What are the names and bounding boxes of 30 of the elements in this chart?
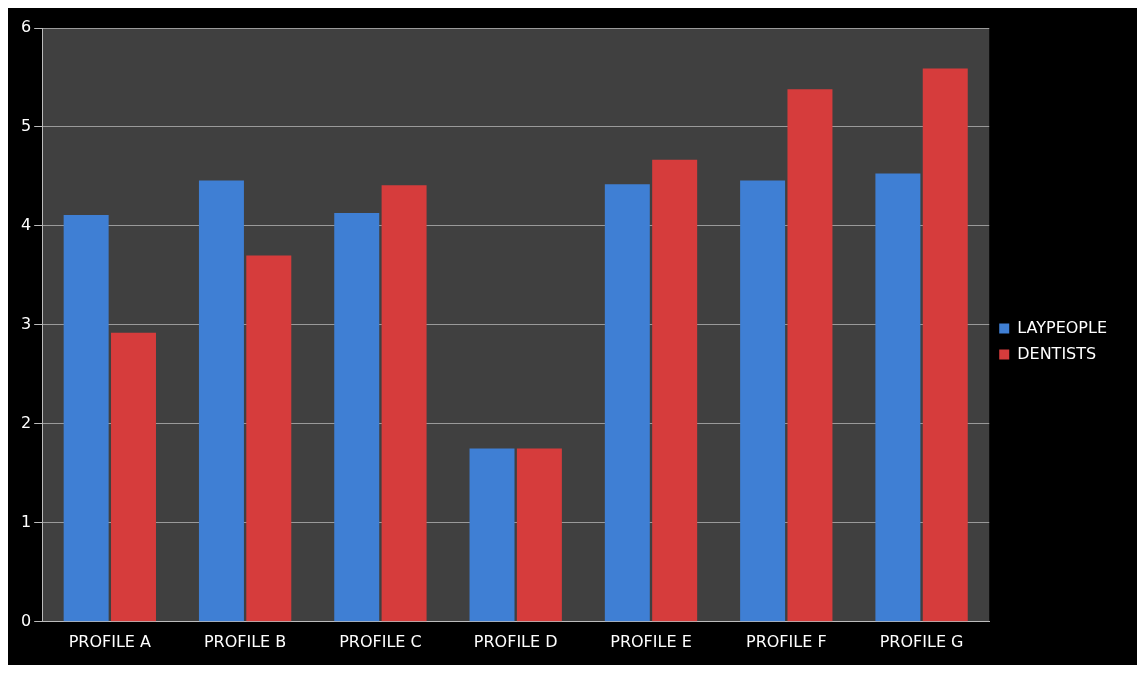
bar bbox=[922, 68, 968, 622]
bar bbox=[469, 448, 515, 622]
bar bbox=[246, 255, 292, 622]
y-tick-label: 5 bbox=[20, 116, 32, 136]
x-tick-label: PROFILE G bbox=[879, 631, 964, 651]
bar bbox=[198, 180, 244, 622]
y-tick-label: 3 bbox=[20, 314, 32, 334]
legend-label: DENTISTS bbox=[1017, 343, 1097, 363]
y-tick-label: 2 bbox=[20, 413, 32, 433]
y-tick-label: 1 bbox=[20, 511, 32, 531]
bar bbox=[740, 180, 786, 622]
bar bbox=[787, 89, 833, 622]
y-tick-label: 6 bbox=[20, 17, 32, 37]
bar bbox=[111, 332, 156, 622]
y-tick-label: 0 bbox=[20, 610, 32, 630]
bar bbox=[875, 173, 921, 622]
y-tick-label: 4 bbox=[20, 215, 32, 235]
bar bbox=[516, 448, 562, 622]
bar bbox=[604, 184, 650, 622]
bar bbox=[652, 159, 698, 622]
legend-label: LAYPEOPLE bbox=[1017, 317, 1107, 337]
x-tick-label: PROFILE F bbox=[745, 631, 827, 651]
bar bbox=[334, 213, 380, 622]
x-tick-label: PROFILE B bbox=[203, 631, 287, 651]
bar bbox=[63, 215, 109, 622]
x-tick-label: PROFILE E bbox=[610, 631, 692, 651]
bar bbox=[381, 185, 427, 622]
x-tick-label: PROFILE D bbox=[473, 631, 558, 651]
x-tick-label: PROFILE A bbox=[68, 631, 152, 651]
x-tick-label: PROFILE C bbox=[339, 631, 422, 651]
